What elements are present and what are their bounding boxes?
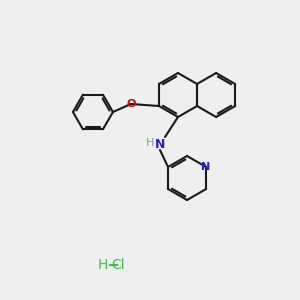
Text: H: H xyxy=(146,138,154,148)
Text: N: N xyxy=(155,139,165,152)
Text: Cl: Cl xyxy=(111,258,125,272)
Text: H: H xyxy=(98,258,108,272)
Text: N: N xyxy=(202,162,211,172)
Text: O: O xyxy=(126,99,136,109)
